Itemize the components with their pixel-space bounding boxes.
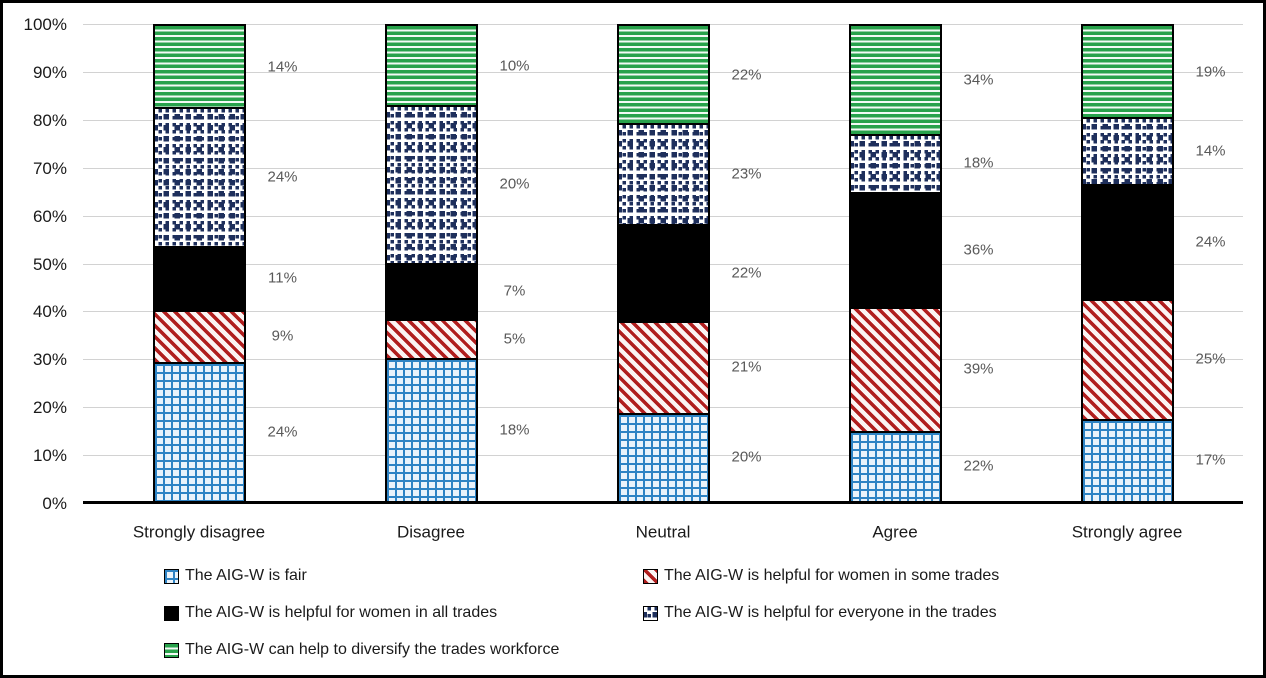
y-axis-tick-label: 60%	[32, 206, 67, 226]
bar-segment-everyone	[154, 107, 244, 246]
data-label: 22%	[731, 264, 762, 281]
legend-item-everyone: The AIG-W is helpful for everyone in the…	[643, 605, 997, 621]
bar-segment-diversify	[850, 26, 940, 134]
bar-segment-fair	[618, 413, 708, 501]
data-label: 24%	[267, 168, 298, 185]
bar-segment-all	[850, 192, 940, 307]
bar-strongly-disagree	[152, 24, 246, 503]
bar-segment-some	[1082, 299, 1172, 419]
data-label: 11%	[268, 269, 297, 287]
bar-segment-everyone	[850, 134, 940, 192]
data-label: 22%	[731, 66, 762, 83]
data-label: 39%	[963, 360, 994, 378]
legend-item-some: The AIG-W is helpful for women in some t…	[643, 568, 999, 584]
bar-segment-some	[154, 310, 244, 362]
data-label: 34%	[963, 71, 994, 89]
bar-disagree	[384, 24, 478, 503]
data-label: 10%	[499, 57, 530, 74]
legend-marker-some-icon	[643, 568, 658, 584]
bar-segment-diversify	[1082, 26, 1172, 117]
bar-segment-all	[386, 263, 476, 319]
data-label: 20%	[731, 448, 762, 466]
x-axis-category-label: Disagree	[396, 522, 466, 542]
bar-segment-all	[154, 246, 244, 310]
data-label: 5%	[503, 330, 526, 347]
legend-marker-diversify-icon	[164, 642, 179, 658]
bar-strongly-agree	[1080, 24, 1174, 503]
y-axis-tick-label: 10%	[32, 446, 67, 466]
legend-item-label: The AIG-W is fair	[185, 567, 307, 584]
legend-item-label: The AIG-W is helpful for women in all tr…	[185, 604, 498, 621]
legend-marker-all-icon	[164, 605, 179, 621]
y-axis-tick-label: 50%	[32, 254, 67, 274]
x-axis-category-label: Strongly agree	[1071, 522, 1183, 542]
data-label: 18%	[499, 421, 530, 438]
bar-segment-fair	[154, 362, 244, 501]
data-label: 19%	[1195, 63, 1226, 80]
data-label: 20%	[499, 175, 530, 193]
legend: The AIG-W is fair The AIG-W is helpful fo…	[3, 3, 1263, 675]
bar-segment-some	[386, 319, 476, 358]
data-label: 21%	[731, 358, 762, 376]
data-label: 18%	[963, 154, 994, 172]
legend-item-label: The AIG-W is helpful for everyone in the…	[664, 604, 997, 621]
x-axis-category-label: Agree	[872, 522, 918, 542]
legend-item-fair: The AIG-W is fair	[164, 568, 307, 584]
x-axis-category-label: Neutral	[635, 522, 691, 542]
bar-segment-diversify	[386, 26, 476, 105]
data-label: 23%	[731, 165, 762, 182]
y-axis-tick-label: 30%	[32, 350, 67, 370]
data-label: 17%	[1195, 451, 1226, 469]
legend-marker-fair-icon	[164, 568, 179, 584]
legend-item-label: The AIG-W is helpful for women in some t…	[664, 567, 1000, 584]
bar-segment-fair	[1082, 419, 1172, 501]
data-label: 24%	[267, 423, 298, 440]
x-axis-category-label: Strongly disagree	[132, 522, 266, 542]
legend-marker-everyone-icon	[643, 605, 658, 621]
y-axis-tick-label: 20%	[32, 398, 67, 418]
legend-item-diversify: The AIG-W can help to diversify the trad…	[164, 642, 559, 658]
y-axis-tick-label: 90%	[32, 62, 67, 82]
plot-area: 0% 10% 20% 30% 40% 50% 60% 70% 80% 90% 100% 24% 9% 11…	[3, 3, 1263, 675]
y-axis-tick-label: 0%	[42, 494, 67, 513]
y-axis-tick-label: 70%	[32, 158, 67, 178]
data-label: 25%	[1195, 350, 1226, 368]
data-label: 24%	[1195, 233, 1226, 250]
data-label: 14%	[267, 58, 298, 75]
bar-segment-everyone	[386, 105, 476, 263]
bar-segment-all	[1082, 184, 1172, 299]
y-axis-tick-label: 100%	[23, 15, 67, 34]
data-label: 9%	[271, 327, 294, 345]
data-label: 14%	[1195, 142, 1226, 159]
bar-segment-everyone	[618, 123, 708, 224]
bar-neutral	[616, 24, 710, 503]
bar-segment-diversify	[154, 26, 244, 107]
bar-segment-everyone	[1082, 117, 1172, 184]
bar-segment-all	[618, 224, 708, 321]
data-label: 36%	[963, 241, 994, 258]
bar-segment-fair	[850, 431, 940, 501]
bar-segment-fair	[386, 358, 476, 501]
bar-agree	[848, 24, 942, 503]
legend-item-label: The AIG-W can help to diversify the trad…	[185, 641, 560, 658]
y-axis-tick-label: 80%	[32, 110, 67, 130]
bar-segment-some	[850, 307, 940, 431]
data-label: 22%	[963, 457, 994, 475]
bar-segment-diversify	[618, 26, 708, 123]
legend-item-all: The AIG-W is helpful for women in all tr…	[164, 605, 497, 621]
y-axis-tick-label: 40%	[32, 302, 67, 322]
bar-segment-some	[618, 321, 708, 413]
data-label: 7%	[503, 282, 526, 300]
